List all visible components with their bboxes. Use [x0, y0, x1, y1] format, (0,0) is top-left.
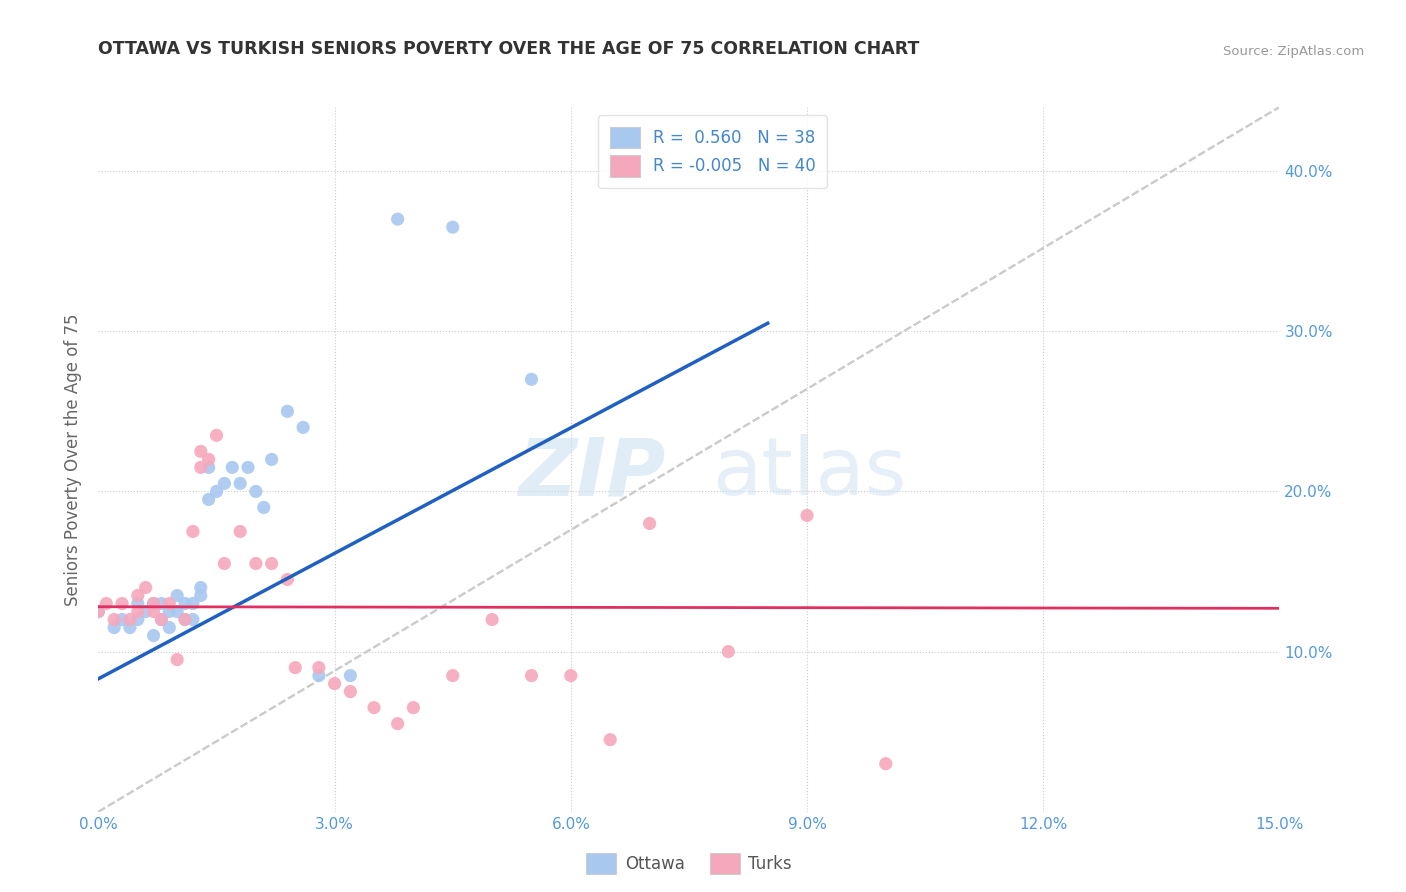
- Point: [157, 621, 180, 635]
- Point: [135, 581, 157, 595]
- Point: [96, 597, 118, 611]
- Point: [174, 597, 197, 611]
- Point: [520, 372, 543, 386]
- Point: [441, 668, 464, 682]
- Point: [197, 452, 219, 467]
- Point: [166, 605, 188, 619]
- Point: [190, 581, 212, 595]
- Point: [127, 605, 149, 619]
- Point: [111, 613, 134, 627]
- Point: [387, 212, 409, 227]
- Point: [339, 668, 361, 682]
- Point: [276, 573, 298, 587]
- Point: [142, 628, 165, 642]
- Point: [127, 589, 149, 603]
- Point: [190, 460, 212, 475]
- Point: [150, 613, 173, 627]
- Y-axis label: Seniors Poverty Over the Age of 75: Seniors Poverty Over the Age of 75: [65, 313, 83, 606]
- Point: [292, 420, 315, 434]
- Point: [638, 516, 661, 531]
- Point: [174, 613, 197, 627]
- Point: [599, 732, 621, 747]
- Point: [481, 613, 503, 627]
- Point: [253, 500, 276, 515]
- Point: [339, 684, 361, 698]
- Point: [181, 524, 204, 539]
- Point: [118, 613, 141, 627]
- Point: [221, 460, 243, 475]
- Point: [190, 444, 212, 458]
- Text: ZIP: ZIP: [517, 434, 665, 513]
- Point: [127, 613, 149, 627]
- Point: [111, 597, 134, 611]
- Point: [796, 508, 818, 523]
- Point: [197, 492, 219, 507]
- Point: [157, 597, 180, 611]
- Point: [87, 605, 110, 619]
- Point: [150, 613, 173, 627]
- Text: atlas: atlas: [713, 434, 907, 513]
- Point: [135, 605, 157, 619]
- Point: [157, 605, 180, 619]
- Point: [118, 621, 141, 635]
- Point: [875, 756, 897, 771]
- Point: [166, 589, 188, 603]
- Point: [205, 484, 228, 499]
- Point: [142, 605, 165, 619]
- Point: [520, 668, 543, 682]
- Point: [150, 597, 173, 611]
- Point: [363, 700, 385, 714]
- Point: [103, 621, 125, 635]
- Point: [127, 597, 149, 611]
- Legend: Ottawa, Turks: Ottawa, Turks: [579, 847, 799, 881]
- Text: OTTAWA VS TURKISH SENIORS POVERTY OVER THE AGE OF 75 CORRELATION CHART: OTTAWA VS TURKISH SENIORS POVERTY OVER T…: [98, 40, 920, 58]
- Point: [87, 605, 110, 619]
- Point: [103, 613, 125, 627]
- Point: [245, 484, 267, 499]
- Point: [717, 644, 740, 658]
- Point: [190, 589, 212, 603]
- Point: [560, 668, 582, 682]
- Point: [229, 476, 252, 491]
- Point: [229, 524, 252, 539]
- Point: [308, 668, 330, 682]
- Point: [181, 597, 204, 611]
- Point: [308, 660, 330, 674]
- Point: [387, 716, 409, 731]
- Point: [260, 557, 283, 571]
- Point: [214, 476, 236, 491]
- Point: [214, 557, 236, 571]
- Point: [166, 652, 188, 666]
- Point: [402, 700, 425, 714]
- Point: [181, 613, 204, 627]
- Point: [245, 557, 267, 571]
- Point: [142, 597, 165, 611]
- Point: [236, 460, 259, 475]
- Point: [284, 660, 307, 674]
- Point: [205, 428, 228, 442]
- Point: [174, 613, 197, 627]
- Text: Source: ZipAtlas.com: Source: ZipAtlas.com: [1223, 45, 1364, 58]
- Point: [441, 220, 464, 235]
- Point: [197, 460, 219, 475]
- Point: [142, 597, 165, 611]
- Point: [276, 404, 298, 418]
- Point: [260, 452, 283, 467]
- Point: [323, 676, 346, 690]
